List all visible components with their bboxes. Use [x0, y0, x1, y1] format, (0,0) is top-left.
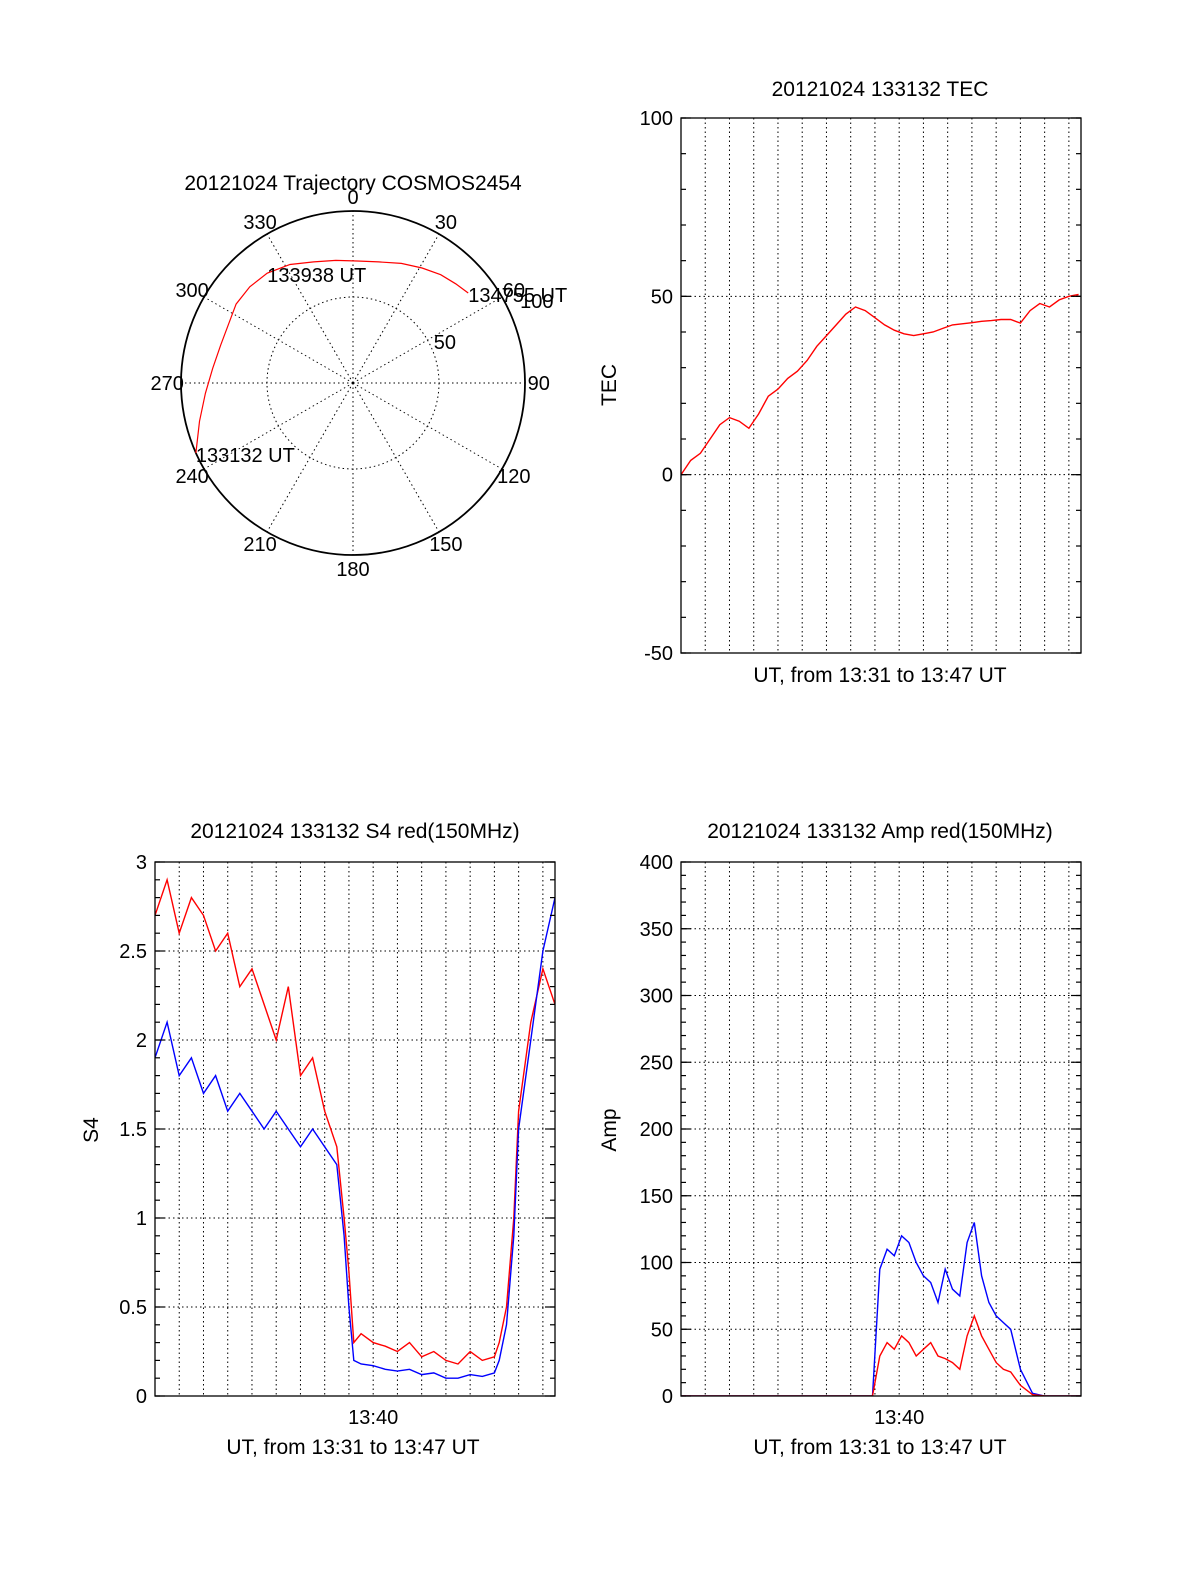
tec-plot: 20121024 133132 TEC -50 0 50 100 UT, from 1…: [598, 78, 1082, 687]
polar-azimuth-label: 60: [503, 280, 525, 302]
s4-title: 20121024 133132 S4 red(150MHz): [190, 820, 519, 843]
amp-xlabel: UT, from 13:31 to 13:47 UT: [753, 1436, 1006, 1459]
polar-azimuth-label: 30: [435, 212, 457, 234]
s4-series: [155, 877, 555, 1379]
polar-azimuth-label: 120: [497, 466, 530, 488]
trajectory-time-annotation: 133132 UT: [196, 445, 295, 467]
tec-ticks: -50 0 50 100: [640, 108, 1081, 665]
tec-title: 20121024 133132 TEC: [772, 78, 989, 101]
polar-annotations: 133132 UT 133938 UT 134755 UT: [196, 265, 567, 467]
polar-azimuth-label: 300: [175, 280, 208, 302]
series-line-blue: [155, 897, 555, 1379]
polar-spoke: [352, 233, 440, 384]
polar-azimuth-label: 180: [336, 559, 369, 581]
y-tick-label: 50: [651, 286, 673, 308]
s4-grid: [155, 862, 555, 1396]
y-tick-label: 0.5: [119, 1297, 147, 1319]
y-tick-label: 150: [640, 1186, 673, 1208]
amp-plot: 20121024 133132 Amp red(150MHz) 0 50 100 15…: [598, 820, 1082, 1459]
polar-spoke: [203, 296, 354, 384]
tec-series: [681, 293, 1079, 476]
polar-grid: [180, 210, 526, 556]
polar-azimuth-label: 0: [347, 187, 358, 209]
amp-grid: [681, 862, 1081, 1396]
amp-series: [681, 1222, 1081, 1396]
y-tick-label: 100: [640, 1253, 673, 1275]
y-tick-label: 2.5: [119, 941, 147, 963]
polar-radial-label: 50: [434, 332, 456, 354]
s4-plot: 20121024 133132 S4 red(150MHz) 0 0.5 1 1.5 2…: [80, 820, 556, 1459]
series-line-blue: [681, 1222, 1081, 1396]
y-tick-label: -50: [644, 643, 673, 665]
polar-azimuth-label: 210: [243, 534, 276, 556]
polar-azimuth-labels: 0 30 60 90 120 150 180 210 240 270 300 330 50 100: [151, 187, 554, 581]
trajectory-title: 20121024 Trajectory COSMOS2454: [184, 172, 522, 195]
tec-ylabel: TEC: [598, 364, 621, 406]
polar-azimuth-label: 270: [151, 373, 184, 395]
y-tick-label: 300: [640, 986, 673, 1008]
trajectory-time-annotation: 134755 UT: [468, 285, 567, 307]
s4-ticks: 0 0.5 1 1.5 2 2.5 3 13:40: [119, 852, 555, 1429]
polar-azimuth-label: 150: [429, 534, 462, 556]
y-tick-label: 3: [136, 852, 147, 874]
y-tick-label: 0: [136, 1386, 147, 1408]
polar-azimuth-label: 330: [243, 212, 276, 234]
polar-azimuth-label: 90: [528, 373, 550, 395]
polar-series: [195, 259, 469, 454]
amp-title: 20121024 133132 Amp red(150MHz): [707, 820, 1053, 843]
trajectory-polar-plot: 20121024 Trajectory COSMOS2454 0 30 60 90 12…: [151, 172, 568, 581]
y-tick-label: 0: [662, 465, 673, 487]
amp-ticks: 0 50 100 150 200 250 300 350 400 13:40: [640, 852, 1081, 1429]
tec-grid: [681, 118, 1081, 653]
s4-xlabel: UT, from 13:31 to 13:47 UT: [226, 1436, 479, 1459]
polar-spoke: [203, 382, 354, 470]
y-tick-label: 250: [640, 1052, 673, 1074]
x-tick-label: 13:40: [348, 1407, 398, 1429]
y-tick-label: 350: [640, 919, 673, 941]
polar-radial-label: 100: [520, 291, 553, 313]
y-tick-label: 200: [640, 1119, 673, 1141]
s4-ylabel: S4: [80, 1117, 103, 1143]
y-tick-label: 400: [640, 852, 673, 874]
y-tick-label: 2: [136, 1030, 147, 1052]
polar-spoke: [352, 296, 503, 384]
series-line-red: [681, 1313, 1081, 1396]
series-line-red: [155, 877, 555, 1365]
trajectory-time-annotation: 133938 UT: [267, 265, 366, 287]
y-tick-label: 1: [136, 1208, 147, 1230]
y-tick-label: 50: [651, 1319, 673, 1341]
tec-xlabel: UT, from 13:31 to 13:47 UT: [753, 664, 1006, 687]
amp-ylabel: Amp: [598, 1108, 621, 1151]
series-line-TEC: [681, 293, 1079, 476]
polar-azimuth-label: 240: [175, 466, 208, 488]
y-tick-label: 100: [640, 108, 673, 130]
polar-spoke: [352, 382, 440, 533]
x-tick-label: 13:40: [874, 1407, 924, 1429]
polar-spoke: [352, 382, 503, 470]
polar-trajectory-line: [195, 259, 469, 454]
y-tick-label: 1.5: [119, 1119, 147, 1141]
y-tick-label: 0: [662, 1386, 673, 1408]
polar-spoke: [266, 233, 354, 384]
polar-spoke: [266, 382, 354, 533]
tec-frame: [680, 117, 1082, 654]
